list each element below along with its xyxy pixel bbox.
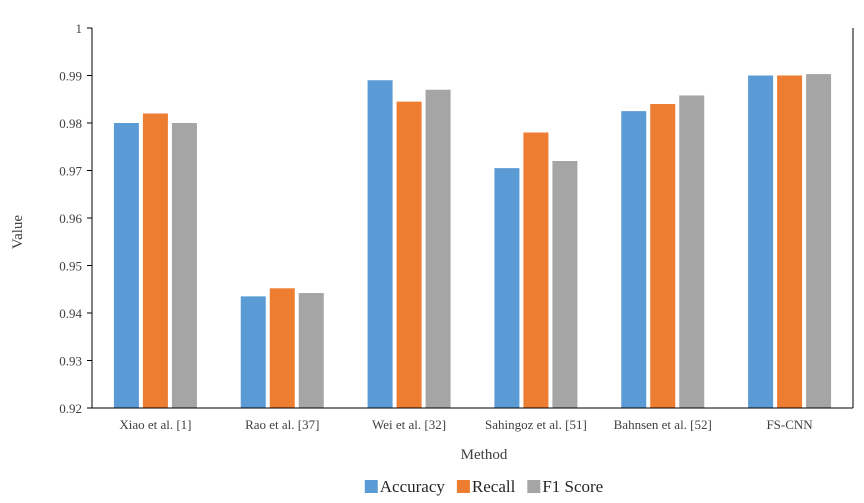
legend-label: Recall: [472, 477, 516, 496]
bar-recall: [396, 101, 422, 408]
legend-item: Accuracy: [364, 477, 446, 496]
x-tick-label: Sahingoz et al. [51]: [485, 417, 587, 432]
legend-item: Recall: [456, 477, 516, 496]
x-tick-label: Wei et al. [32]: [372, 417, 446, 432]
bar-recall: [650, 104, 676, 408]
bar-accuracy: [494, 168, 520, 408]
y-tick-label: 0.98: [59, 116, 82, 131]
bar-f1-score: [425, 89, 451, 408]
bar-f1-score: [806, 74, 832, 408]
x-axis-title: Method: [461, 447, 508, 463]
x-axis: Xiao et al. [1] Rao et al. [37] Wei et al.…: [92, 407, 853, 432]
y-axis-title: Value: [10, 215, 26, 249]
bar-recall: [777, 75, 803, 408]
y-tick-label: 0.94: [59, 306, 82, 321]
bar-accuracy: [240, 296, 266, 408]
legend-swatch: [456, 480, 470, 493]
legend-item: F1 Score: [527, 477, 603, 496]
x-tick-label: Xiao et al. [1]: [119, 417, 191, 432]
y-axis: 0.92 0.93 0.94 0.95 0.96 0.97 0.98 0.99 1: [59, 21, 854, 416]
bar-recall: [142, 113, 168, 408]
y-tick-label: 0.96: [59, 211, 82, 226]
bar-accuracy: [113, 123, 139, 408]
bar-accuracy: [621, 111, 647, 408]
y-tick-label: 1: [76, 21, 83, 36]
legend-swatch: [364, 480, 378, 493]
y-tick-label: 0.99: [59, 69, 82, 84]
legend-swatch: [527, 480, 541, 493]
y-tick-label: 0.93: [59, 354, 82, 369]
bar-f1-score: [171, 123, 197, 408]
y-tick-label: 0.92: [59, 401, 82, 416]
bar-recall: [269, 288, 295, 408]
bar-f1-score: [552, 161, 578, 408]
legend-label: F1 Score: [542, 477, 603, 496]
y-tick-label: 0.97: [59, 164, 82, 179]
bar-f1-score: [679, 95, 705, 408]
legend: Accuracy Recall F1 Score: [364, 477, 603, 496]
bar-accuracy: [367, 80, 393, 408]
x-tick-label: FS-CNN: [766, 417, 813, 432]
x-tick-label: Rao et al. [37]: [245, 417, 319, 432]
bar-accuracy: [748, 75, 774, 408]
legend-label: Accuracy: [380, 477, 446, 496]
x-tick-label: Bahnsen et al. [52]: [614, 417, 712, 432]
bar-f1-score: [298, 293, 324, 408]
y-tick-label: 0.95: [59, 259, 82, 274]
bar-recall: [523, 132, 549, 408]
plot-area: [113, 74, 832, 408]
